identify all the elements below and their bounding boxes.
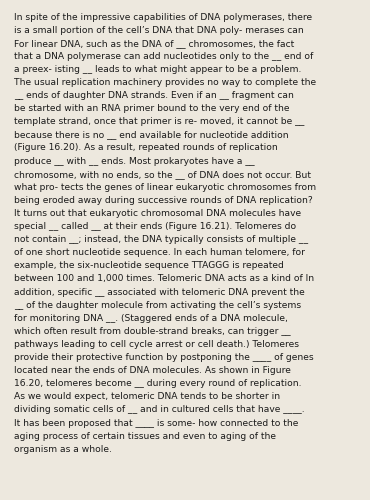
- Text: being eroded away during successive rounds of DNA replication?: being eroded away during successive roun…: [14, 196, 313, 205]
- Text: special __ called __ at their ends (Figure 16.21). Telomeres do: special __ called __ at their ends (Figu…: [14, 222, 296, 231]
- Text: organism as a whole.: organism as a whole.: [14, 445, 112, 454]
- Text: a preex- isting __ leads to what might appear to be a problem.: a preex- isting __ leads to what might a…: [14, 65, 302, 74]
- Text: example, the six-nucleotide sequence TTAGGG is repeated: example, the six-nucleotide sequence TTA…: [14, 262, 284, 270]
- Text: For linear DNA, such as the DNA of __ chromosomes, the fact: For linear DNA, such as the DNA of __ ch…: [14, 38, 294, 48]
- Text: located near the ends of DNA molecules. As shown in Figure: located near the ends of DNA molecules. …: [14, 366, 291, 375]
- Text: that a DNA polymerase can add nucleotides only to the __ end of: that a DNA polymerase can add nucleotide…: [14, 52, 313, 61]
- Text: The usual replication machinery provides no way to complete the: The usual replication machinery provides…: [14, 78, 316, 87]
- Text: what pro- tects the genes of linear eukaryotic chromosomes from: what pro- tects the genes of linear euka…: [14, 183, 316, 192]
- Text: for monitoring DNA __. (Staggered ends of a DNA molecule,: for monitoring DNA __. (Staggered ends o…: [14, 314, 288, 323]
- Text: chromosome, with no ends, so the __ of DNA does not occur. But: chromosome, with no ends, so the __ of D…: [14, 170, 311, 178]
- Text: In spite of the impressive capabilities of DNA polymerases, there: In spite of the impressive capabilities …: [14, 12, 312, 22]
- Text: be started with an RNA primer bound to the very end of the: be started with an RNA primer bound to t…: [14, 104, 290, 113]
- Text: __ ends of daughter DNA strands. Even if an __ fragment can: __ ends of daughter DNA strands. Even if…: [14, 91, 294, 100]
- Text: __ of the daughter molecule from activating the cell’s systems: __ of the daughter molecule from activat…: [14, 300, 301, 310]
- Text: It has been proposed that ____ is some- how connected to the: It has been proposed that ____ is some- …: [14, 418, 299, 428]
- Text: of one short nucleotide sequence. In each human telomere, for: of one short nucleotide sequence. In eac…: [14, 248, 305, 258]
- Text: which often result from double-strand breaks, can trigger __: which often result from double-strand br…: [14, 327, 291, 336]
- Text: pathways leading to cell cycle arrest or cell death.) Telomeres: pathways leading to cell cycle arrest or…: [14, 340, 299, 349]
- Text: between 100 and 1,000 times. Telomeric DNA acts as a kind of In: between 100 and 1,000 times. Telomeric D…: [14, 274, 314, 283]
- Text: (Figure 16.20). As a result, repeated rounds of replication: (Figure 16.20). As a result, repeated ro…: [14, 144, 278, 152]
- Text: addition, specific __ associated with telomeric DNA prevent the: addition, specific __ associated with te…: [14, 288, 305, 296]
- Text: It turns out that eukaryotic chromosomal DNA molecules have: It turns out that eukaryotic chromosomal…: [14, 209, 301, 218]
- Text: provide their protective function by postponing the ____ of genes: provide their protective function by pos…: [14, 353, 314, 362]
- Text: because there is no __ end available for nucleotide addition: because there is no __ end available for…: [14, 130, 289, 140]
- Text: dividing somatic cells of __ and in cultured cells that have ____.: dividing somatic cells of __ and in cult…: [14, 406, 305, 414]
- Text: template strand, once that primer is re- moved, it cannot be __: template strand, once that primer is re-…: [14, 118, 305, 126]
- Text: not contain __; instead, the DNA typically consists of multiple __: not contain __; instead, the DNA typical…: [14, 235, 308, 244]
- Text: aging process of certain tissues and even to aging of the: aging process of certain tissues and eve…: [14, 432, 276, 440]
- Text: 16.20, telomeres become __ during every round of replication.: 16.20, telomeres become __ during every …: [14, 380, 302, 388]
- Text: produce __ with __ ends. Most prokaryotes have a __: produce __ with __ ends. Most prokaryote…: [14, 156, 255, 166]
- Text: As we would expect, telomeric DNA tends to be shorter in: As we would expect, telomeric DNA tends …: [14, 392, 280, 402]
- Text: is a small portion of the cell’s DNA that DNA poly- merases can: is a small portion of the cell’s DNA tha…: [14, 26, 304, 35]
